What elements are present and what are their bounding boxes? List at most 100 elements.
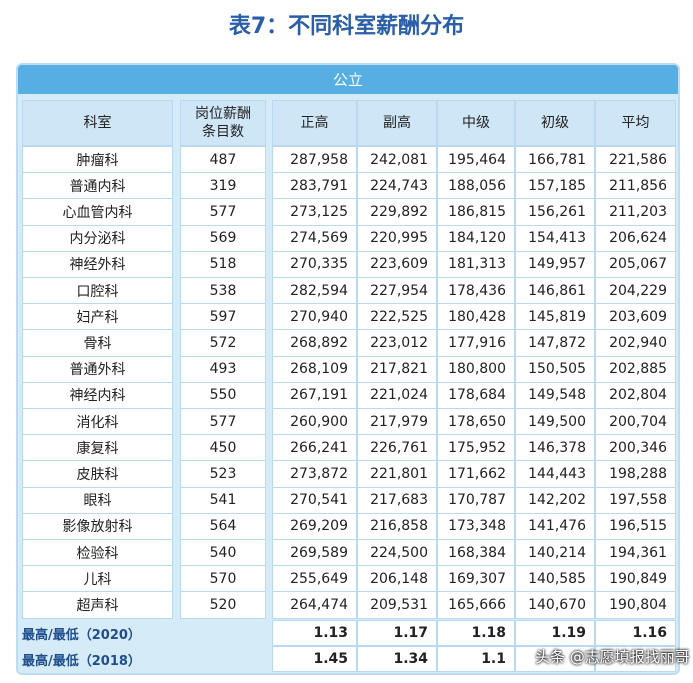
cell: 564 (180, 512, 266, 540)
cell: 147,872 (515, 329, 595, 357)
cell: 270,940 (272, 303, 357, 331)
cell: 450 (180, 434, 266, 462)
cell: 224,500 (357, 539, 437, 567)
cell: 206,624 (595, 224, 676, 252)
column-header: 中级 (437, 100, 515, 146)
cell: 270,541 (272, 486, 357, 514)
cell: 165,666 (437, 591, 515, 619)
cell: 518 (180, 250, 266, 278)
cell: 198,288 (595, 460, 676, 488)
cell: 274,569 (272, 224, 357, 252)
cell: 255,649 (272, 565, 357, 593)
cell: 227,954 (357, 277, 437, 305)
footer-value: 1.1 (437, 646, 515, 672)
department: 消化科 (22, 408, 173, 436)
cell: 149,548 (515, 381, 595, 409)
cell: 154,413 (515, 224, 595, 252)
cell: 180,428 (437, 303, 515, 331)
cell: 206,148 (357, 565, 437, 593)
cell: 273,872 (272, 460, 357, 488)
cell: 197,558 (595, 486, 676, 514)
cell: 577 (180, 408, 266, 436)
cell: 140,585 (515, 565, 595, 593)
cell: 270,335 (272, 250, 357, 278)
cell: 226,761 (357, 434, 437, 462)
department: 康复科 (22, 434, 173, 462)
cell: 196,515 (595, 512, 676, 540)
cell: 216,858 (357, 512, 437, 540)
cell: 520 (180, 591, 266, 619)
column-header: 初级 (515, 100, 595, 146)
cell: 144,443 (515, 460, 595, 488)
cell: 149,957 (515, 250, 595, 278)
cell: 223,609 (357, 250, 437, 278)
cell: 175,952 (437, 434, 515, 462)
cell: 141,476 (515, 512, 595, 540)
footer-value: 1.19 (515, 620, 595, 646)
cell: 170,787 (437, 486, 515, 514)
cell: 184,120 (437, 224, 515, 252)
cell: 487 (180, 146, 266, 174)
cell: 178,684 (437, 381, 515, 409)
group-banner: 公立 (18, 65, 678, 94)
cell: 194,361 (595, 539, 676, 567)
column-header: 副高 (357, 100, 437, 146)
cell: 195,464 (437, 146, 515, 174)
cell: 150,505 (515, 355, 595, 383)
cell: 169,307 (437, 565, 515, 593)
cell: 145,819 (515, 303, 595, 331)
cell: 287,958 (272, 146, 357, 174)
cell: 570 (180, 565, 266, 593)
footer-cell (595, 646, 676, 672)
cell: 541 (180, 486, 266, 514)
department: 普通外科 (22, 355, 173, 383)
cell: 171,662 (437, 460, 515, 488)
footer-value: 1.34 (357, 646, 437, 672)
cell: 146,861 (515, 277, 595, 305)
department: 普通内科 (22, 172, 173, 200)
cell: 140,670 (515, 591, 595, 619)
footer-value: 1.13 (272, 620, 357, 646)
cell: 209,531 (357, 591, 437, 619)
cell: 166,781 (515, 146, 595, 174)
department: 皮肤科 (22, 460, 173, 488)
footer-cell (515, 646, 595, 672)
cell: 221,801 (357, 460, 437, 488)
cell: 177,916 (437, 329, 515, 357)
department: 妇产科 (22, 303, 173, 331)
cell: 217,979 (357, 408, 437, 436)
footer-label: 最高/最低（2018） (22, 653, 141, 669)
cell: 569 (180, 224, 266, 252)
cell: 140,214 (515, 539, 595, 567)
cell: 168,384 (437, 539, 515, 567)
cell: 223,012 (357, 329, 437, 357)
cell: 229,892 (357, 198, 437, 226)
cell: 538 (180, 277, 266, 305)
cell: 597 (180, 303, 266, 331)
department: 心血管内科 (22, 198, 173, 226)
department: 眼科 (22, 486, 173, 514)
department: 肿瘤科 (22, 146, 173, 174)
department: 检验科 (22, 539, 173, 567)
department: 内分泌科 (22, 224, 173, 252)
column-header: 科室 (22, 100, 173, 146)
cell: 211,856 (595, 172, 676, 200)
department: 骨科 (22, 329, 173, 357)
cell: 200,346 (595, 434, 676, 462)
cell: 273,125 (272, 198, 357, 226)
cell: 211,203 (595, 198, 676, 226)
cell: 222,525 (357, 303, 437, 331)
footer-value: 1.17 (357, 620, 437, 646)
column-header: 正高 (272, 100, 357, 146)
cell: 200,704 (595, 408, 676, 436)
cell: 149,500 (515, 408, 595, 436)
department: 神经内科 (22, 381, 173, 409)
cell: 173,348 (437, 512, 515, 540)
department: 儿科 (22, 565, 173, 593)
cell: 157,185 (515, 172, 595, 200)
cell: 268,109 (272, 355, 357, 383)
cell: 550 (180, 381, 266, 409)
title: 表7：不同科室薪酬分布 (228, 14, 465, 39)
cell: 319 (180, 172, 266, 200)
cell: 267,191 (272, 381, 357, 409)
